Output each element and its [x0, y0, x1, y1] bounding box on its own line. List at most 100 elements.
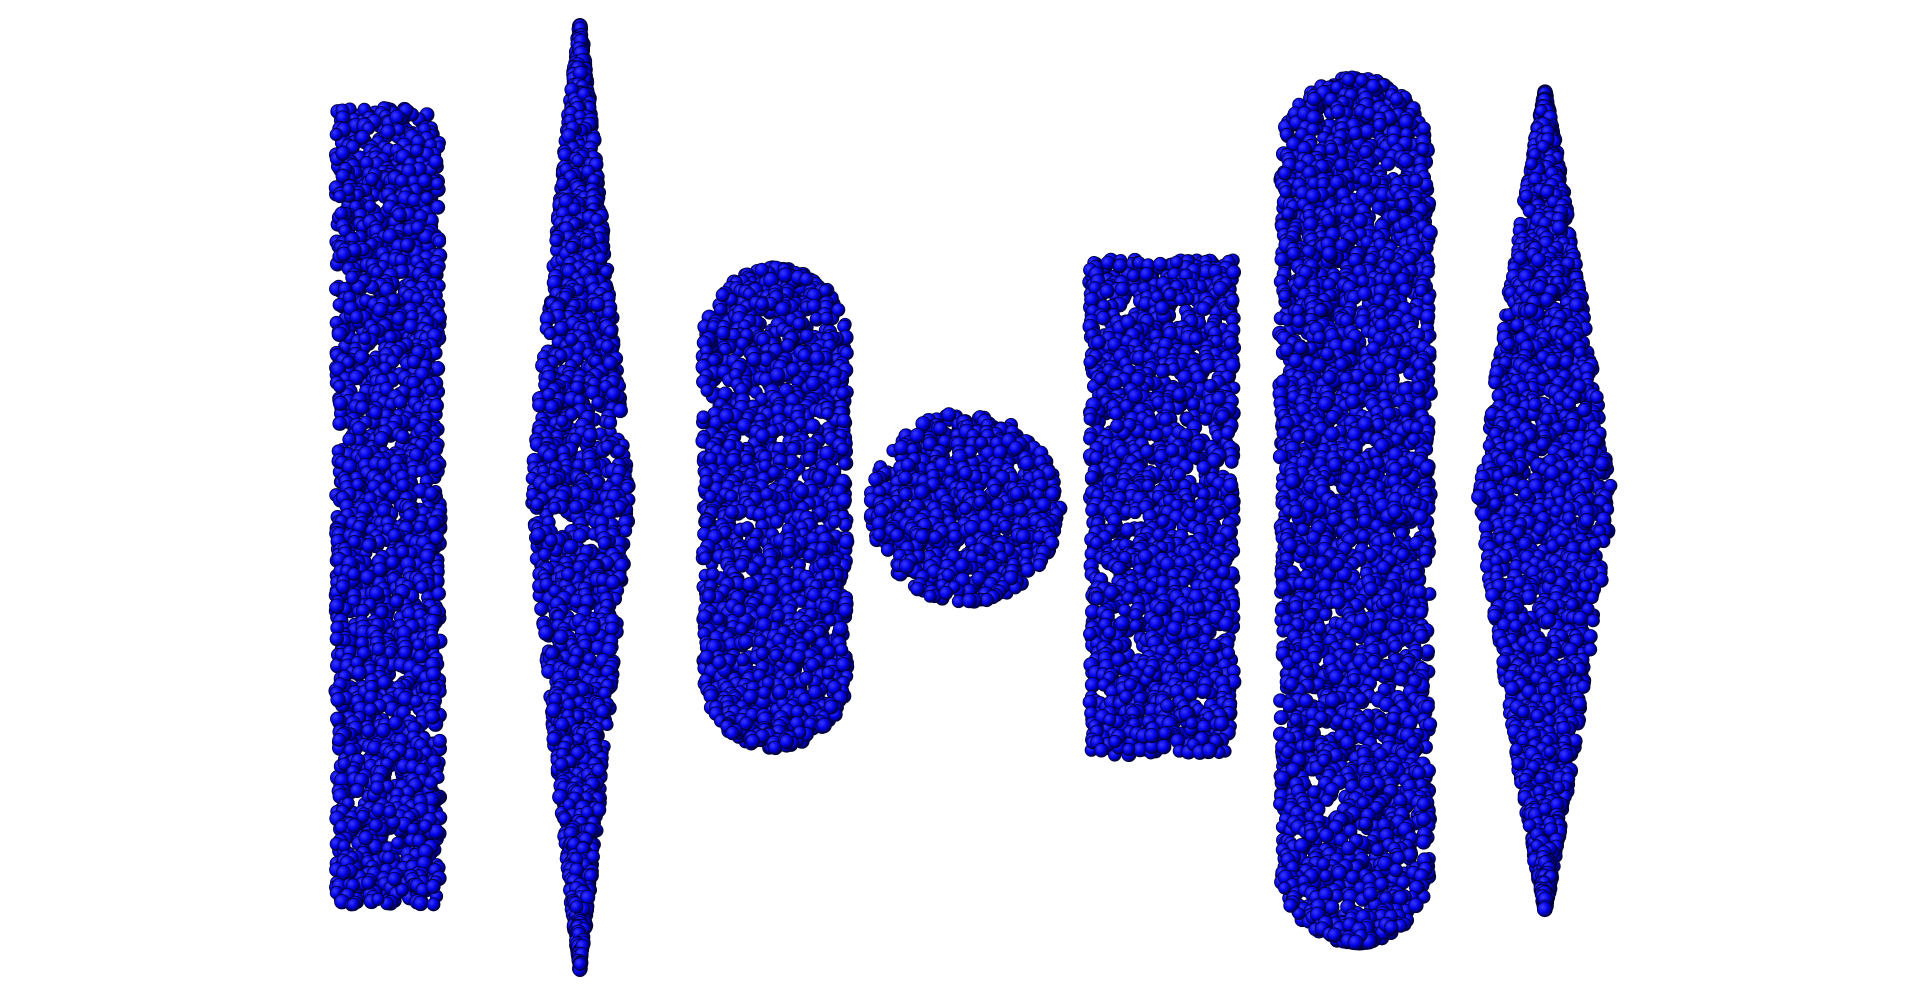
particle: [600, 440, 615, 454]
particle: [331, 326, 348, 343]
particle: [424, 709, 441, 725]
particle: [554, 757, 569, 772]
particle: [564, 332, 579, 347]
particle: [387, 871, 402, 887]
particle: [410, 143, 424, 158]
particle: [372, 302, 389, 318]
particle: [373, 431, 390, 447]
particle: [387, 528, 402, 543]
particle: [428, 154, 444, 170]
particle: [395, 429, 410, 444]
particle: [368, 405, 383, 420]
particle: [534, 601, 549, 617]
particle: [425, 383, 439, 398]
particle: [429, 398, 444, 414]
particle: [425, 666, 442, 683]
particle: [351, 665, 368, 681]
particle: [395, 883, 409, 897]
particle: [329, 127, 343, 142]
particle: [799, 272, 814, 287]
particle: [530, 527, 547, 543]
particle: [553, 629, 569, 646]
particle: [332, 379, 347, 393]
particle: [819, 311, 834, 326]
particle: [423, 775, 439, 790]
particle: [329, 631, 344, 646]
particle: [409, 694, 423, 708]
particle: [799, 328, 814, 343]
particle: [713, 303, 727, 316]
particle: [565, 667, 579, 681]
particle: [549, 233, 564, 248]
particle: [349, 783, 365, 799]
particle: [361, 538, 377, 554]
particle: [353, 349, 370, 365]
particle: [544, 473, 559, 488]
particle: [358, 830, 374, 846]
particle: [333, 395, 348, 411]
particle: [359, 569, 376, 585]
particle: [543, 327, 557, 341]
particle: [380, 124, 396, 140]
particle: [429, 530, 444, 546]
particle: [573, 957, 588, 972]
particle: [571, 153, 585, 168]
particle: [565, 241, 579, 254]
particle: [351, 421, 367, 437]
particle: [389, 594, 404, 609]
particle: [332, 416, 348, 431]
particle: [427, 459, 443, 475]
particle: [332, 733, 347, 747]
particle: [391, 311, 407, 327]
particle: [716, 325, 731, 341]
particle: [365, 172, 379, 186]
particle: [394, 173, 409, 188]
particle: [555, 414, 569, 428]
shape-needle: [525, 18, 636, 978]
particle: [538, 625, 554, 641]
particle: [605, 574, 621, 590]
particle: [715, 288, 730, 302]
particle: [544, 533, 558, 548]
particle: [569, 900, 584, 914]
particle: [334, 206, 349, 221]
particle: [619, 524, 633, 538]
particle: [370, 780, 385, 796]
particle: [358, 332, 372, 345]
particle: [329, 598, 345, 614]
particle: [548, 501, 562, 515]
particle: [563, 539, 579, 555]
particle: [335, 145, 351, 161]
particle: [432, 733, 447, 749]
particle: [410, 220, 426, 235]
particle: [590, 297, 606, 312]
particle: [330, 692, 346, 708]
particle: [417, 173, 432, 189]
particle: [420, 191, 434, 205]
particle: [582, 652, 597, 666]
particle: [355, 400, 370, 415]
particle: [399, 237, 415, 253]
particle: [391, 836, 405, 850]
particle: [381, 850, 396, 865]
particle: [544, 399, 560, 415]
particle: [777, 267, 794, 283]
particle: [591, 802, 607, 818]
particle: [383, 805, 397, 819]
particle: [530, 497, 544, 512]
particle: [555, 177, 570, 191]
particle: [430, 177, 445, 191]
particle: [375, 722, 391, 739]
particle: [336, 864, 352, 880]
particle: [612, 402, 628, 419]
particle: [427, 754, 442, 769]
particle: [396, 478, 411, 493]
particle: [361, 875, 376, 890]
particle: [406, 354, 422, 369]
particle: [393, 394, 408, 410]
particle: [425, 879, 441, 894]
shape-capsule: [695, 260, 855, 756]
particle: [561, 567, 576, 582]
shape-prism: [328, 101, 448, 912]
